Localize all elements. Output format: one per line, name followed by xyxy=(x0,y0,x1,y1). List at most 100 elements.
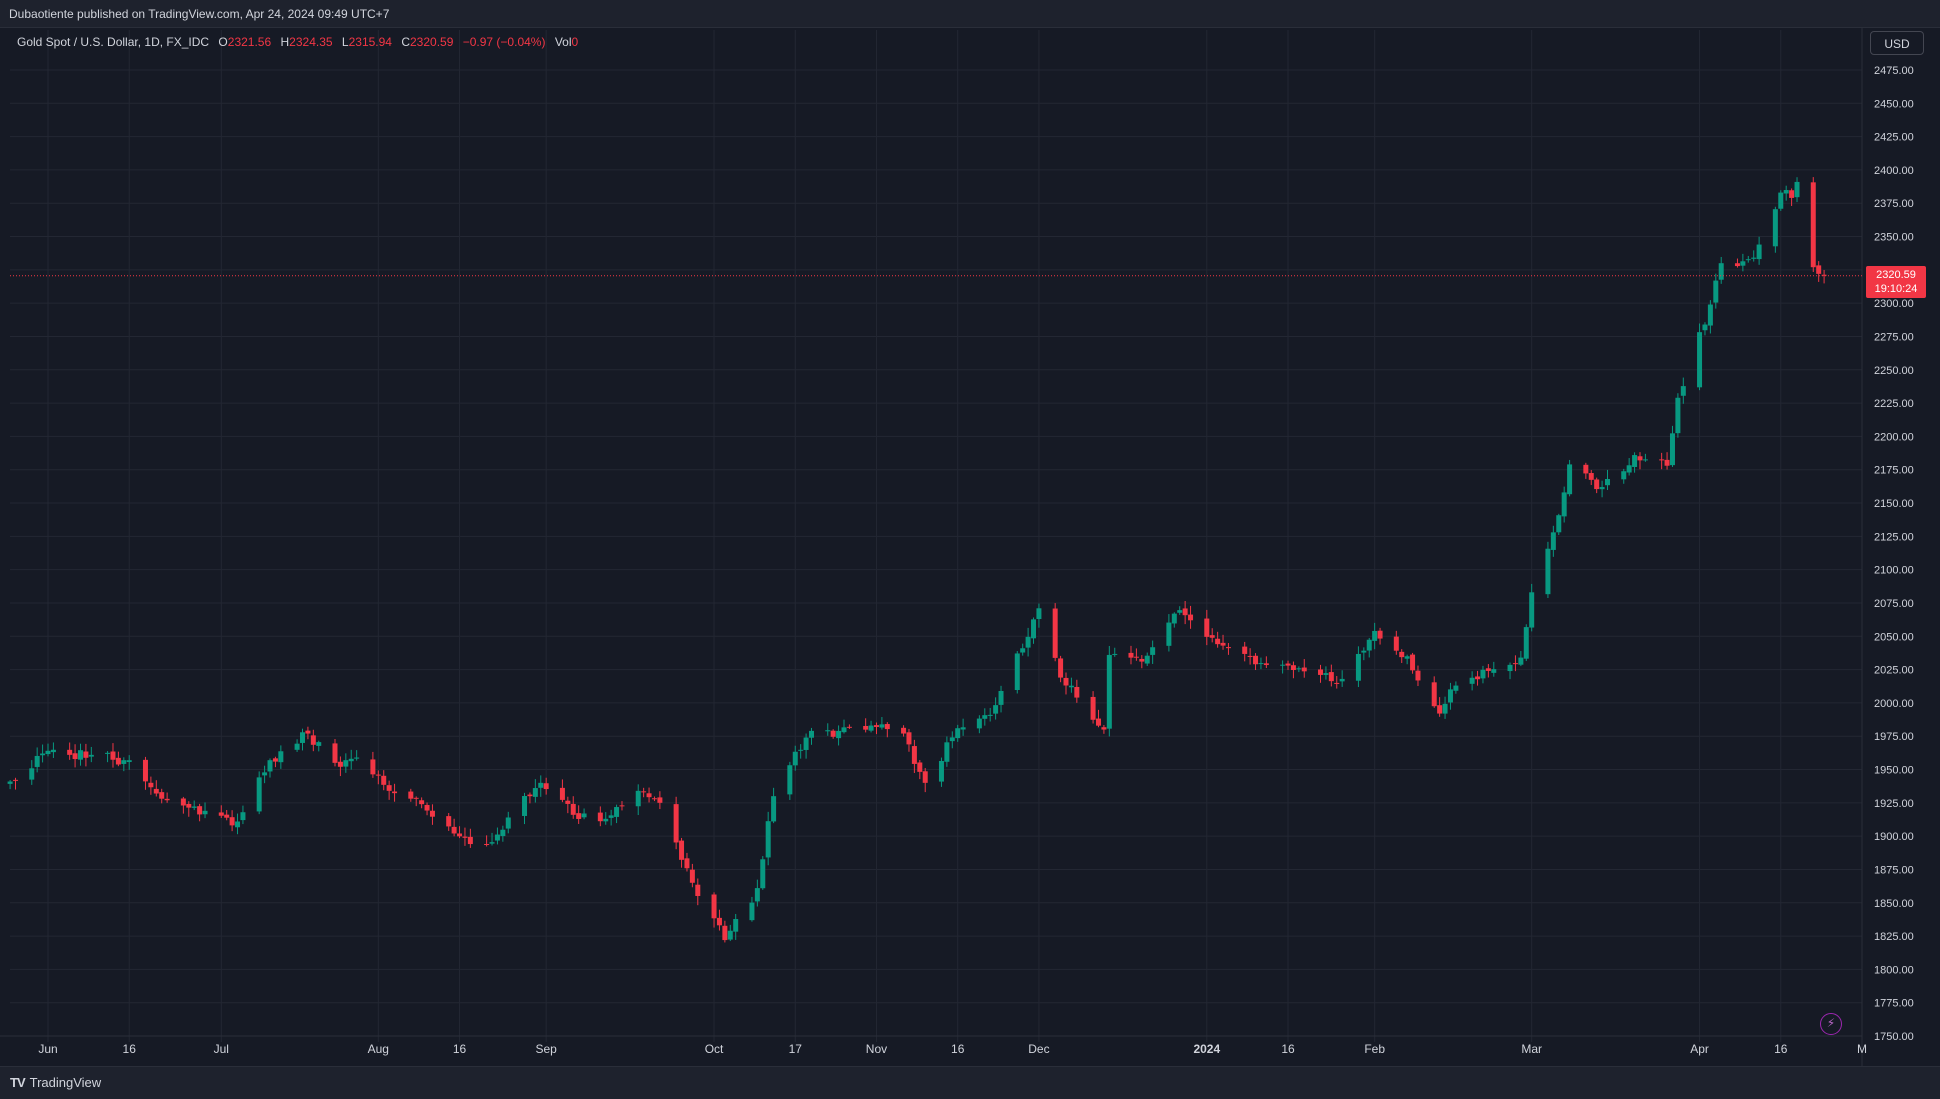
candle xyxy=(809,727,815,745)
candle xyxy=(1204,609,1210,646)
candle xyxy=(841,719,847,734)
candle-body xyxy=(1188,614,1194,621)
candle-body xyxy=(1745,259,1751,261)
tradingview-logo[interactable]: TV TradingView xyxy=(10,1075,101,1091)
candle xyxy=(1144,652,1150,666)
candle-body xyxy=(1361,650,1367,653)
candle-body xyxy=(348,758,354,762)
candle xyxy=(462,827,468,846)
tradingview-logo-icon: TV xyxy=(10,1075,26,1090)
candle xyxy=(522,792,528,825)
time-tick-label: 16 xyxy=(1281,1042,1295,1056)
candle-body xyxy=(868,725,874,731)
candle-body xyxy=(1626,465,1632,473)
candle-body xyxy=(462,836,468,838)
candle xyxy=(830,729,836,739)
time-tick-label: Oct xyxy=(705,1042,724,1056)
candle xyxy=(1139,655,1145,669)
candle xyxy=(1545,541,1551,598)
candle-body xyxy=(50,749,56,753)
candle-body xyxy=(1074,686,1080,698)
candle xyxy=(955,724,961,742)
candle xyxy=(180,796,186,814)
candle xyxy=(1377,627,1383,645)
time-tick-label: 16 xyxy=(951,1042,965,1056)
candle xyxy=(1133,648,1139,661)
candle-body xyxy=(1090,696,1096,720)
candle xyxy=(310,729,316,752)
candle-body xyxy=(1550,532,1556,550)
candle-body xyxy=(1058,658,1064,678)
candle-body xyxy=(1588,473,1594,480)
candle-body xyxy=(765,821,771,858)
candle xyxy=(803,733,809,759)
candle xyxy=(749,896,755,922)
price-tick-label: 1800.00 xyxy=(1874,964,1914,976)
candle-body xyxy=(1659,459,1665,461)
candle xyxy=(164,792,170,803)
candle-body xyxy=(77,750,83,760)
candle-body xyxy=(1664,459,1670,466)
candle xyxy=(267,758,273,778)
candle xyxy=(1789,188,1795,206)
candle xyxy=(224,810,230,821)
time-tick-label: Mar xyxy=(1521,1042,1542,1056)
candle xyxy=(771,787,777,824)
candle xyxy=(272,756,278,768)
candle xyxy=(1491,661,1497,677)
candle-body xyxy=(29,768,35,780)
candle xyxy=(1101,724,1107,734)
footer: TV TradingView xyxy=(0,1066,1940,1099)
candle xyxy=(121,757,127,772)
candle xyxy=(424,802,430,816)
candle-body xyxy=(1437,705,1443,714)
candle xyxy=(1475,670,1481,686)
candle-body xyxy=(505,817,511,829)
candle-body xyxy=(1734,263,1740,267)
symbol-description[interactable]: Gold Spot / U.S. Dollar, 1D, FX_IDC xyxy=(17,35,210,49)
candle xyxy=(1756,236,1762,265)
candle xyxy=(1697,323,1703,391)
candle xyxy=(500,825,506,842)
candle-body xyxy=(803,737,809,750)
candle xyxy=(1594,477,1600,494)
change-value: −0.97 (−0.04%) xyxy=(462,35,546,49)
candle-body xyxy=(1334,682,1340,684)
candle-body xyxy=(522,796,528,816)
price-tick-label: 1875.00 xyxy=(1874,864,1914,876)
candle xyxy=(1751,250,1757,262)
candle xyxy=(863,718,869,733)
candle xyxy=(1328,664,1334,687)
candle-body xyxy=(716,917,722,926)
candle-body xyxy=(581,813,587,818)
candle-body xyxy=(240,812,246,821)
price-tick-label: 2125.00 xyxy=(1874,531,1914,543)
candle xyxy=(846,724,852,729)
candle xyxy=(1063,672,1069,695)
candle-body xyxy=(343,760,349,767)
price-tick-label: 2000.00 xyxy=(1874,698,1914,710)
candle-body xyxy=(938,760,944,782)
candle-body xyxy=(603,818,609,822)
candle-body xyxy=(197,806,203,815)
price-tick-label: 2050.00 xyxy=(1874,631,1914,643)
candle-body xyxy=(543,783,549,790)
candle xyxy=(679,837,685,868)
candle-body xyxy=(1604,479,1610,486)
candle xyxy=(457,826,463,839)
candle-body xyxy=(381,775,387,785)
candle xyxy=(1680,377,1686,404)
candle-body xyxy=(976,718,982,729)
candle xyxy=(1702,322,1708,336)
candle xyxy=(77,743,83,766)
lightning-bolt-icon[interactable]: ⚡ xyxy=(1820,1013,1842,1035)
candle xyxy=(484,835,490,847)
candle xyxy=(1659,452,1665,470)
candle xyxy=(1529,583,1535,632)
candle-body xyxy=(256,777,262,812)
currency-button[interactable]: USD xyxy=(1870,31,1924,55)
candle xyxy=(1632,452,1638,473)
candle-body xyxy=(1014,653,1020,691)
candle-body xyxy=(142,759,148,782)
